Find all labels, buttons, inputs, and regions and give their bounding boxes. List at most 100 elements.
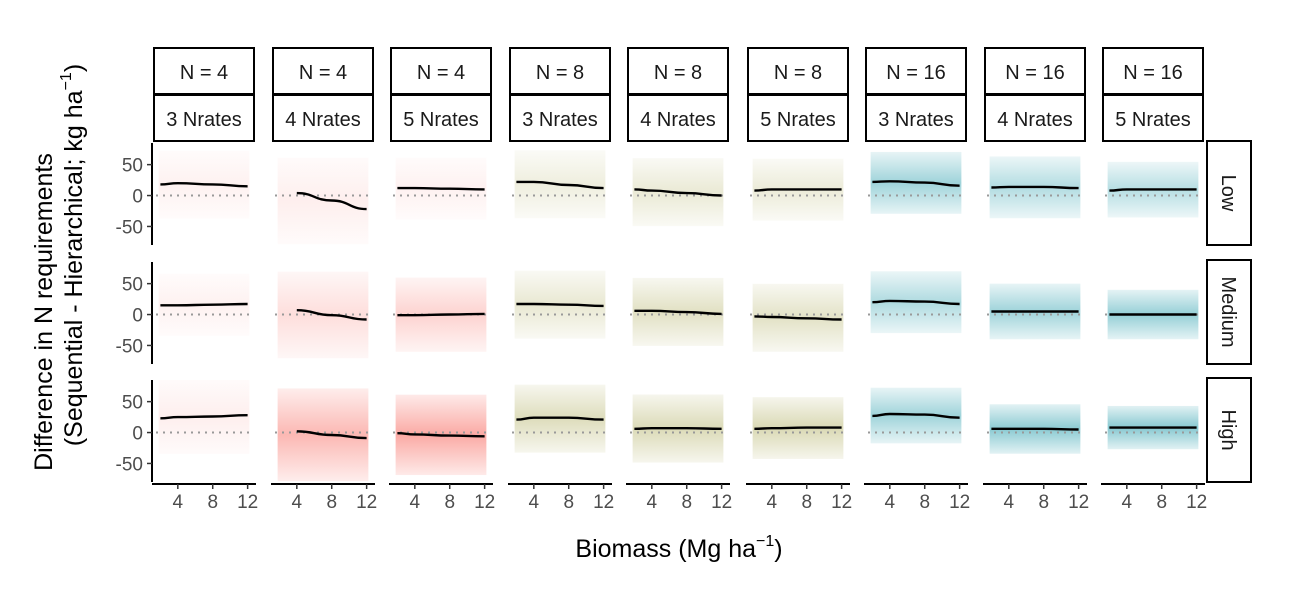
column-strip-rates xyxy=(1102,94,1204,142)
x-tick-label: 12 xyxy=(474,492,495,513)
x-tick-label: 4 xyxy=(1122,492,1133,513)
y-tick-label: 0 xyxy=(132,187,143,208)
column-strip-n-label: N = 8 xyxy=(774,62,822,84)
fitted-line xyxy=(160,181,248,188)
column-strip-rates xyxy=(272,94,374,142)
x-tick-label: 12 xyxy=(356,492,377,513)
y-axis-title-sup: −1 xyxy=(58,72,75,90)
x-tick-label: 12 xyxy=(1186,492,1207,513)
row-strip xyxy=(1206,259,1252,365)
fitted-line xyxy=(516,302,604,308)
column-strip-n-label: N = 8 xyxy=(536,62,584,84)
x-axis-title-sup: −1 xyxy=(756,533,774,550)
column-strip-rates-label: 3 Nrates xyxy=(878,109,954,131)
column-strip-rates xyxy=(509,94,611,142)
x-tick-label: 4 xyxy=(767,492,778,513)
fitted-line xyxy=(754,315,842,321)
column-strip-rates xyxy=(153,94,255,142)
x-axis-title: Biomass (Mg ha−1) xyxy=(575,533,782,563)
column-strip-rates-label: 4 Nrates xyxy=(640,109,716,131)
x-tick-label: 4 xyxy=(885,492,896,513)
chart-panels xyxy=(156,150,1201,482)
fitted-line xyxy=(634,309,722,316)
x-axes: 4 8 12 4 8 12 4 8 12 4 8 12 4 8 12 4 8 12 4 8 12 4 8 12 4 8 12 xyxy=(152,483,1207,513)
x-tick-label: 12 xyxy=(237,492,258,513)
x-axis-title-main: Biomass (Mg ha xyxy=(575,535,756,563)
y-tick-label: 50 xyxy=(122,393,143,414)
fitted-line xyxy=(397,186,485,191)
fitted-line xyxy=(397,312,485,317)
simulation-band xyxy=(277,157,369,245)
x-tick-label: 4 xyxy=(1004,492,1015,513)
x-tick-label: 8 xyxy=(919,492,930,513)
column-strip-n-label: N = 4 xyxy=(180,62,228,84)
y-axis-title-line1: Difference in N requirements xyxy=(30,153,58,471)
column-strip-rates xyxy=(627,94,729,142)
row-strip xyxy=(1206,377,1252,483)
column-strip-rates-label: 3 Nrates xyxy=(522,109,598,131)
x-tick-label: 8 xyxy=(681,492,692,513)
fitted-line xyxy=(634,188,722,197)
x-tick-label: 12 xyxy=(711,492,732,513)
fitted-line xyxy=(991,427,1079,431)
y-axes: 50 0 -50 50 0 -50 50 0 -50 xyxy=(116,143,153,482)
y-tick-label: -50 xyxy=(116,454,143,475)
y-axis-title-line2: (Sequential - Hierarchical; kg ha−1) xyxy=(58,64,88,446)
fitted-line xyxy=(1109,188,1197,192)
column-strip-rates xyxy=(747,94,849,142)
column-strip-rates-label: 3 Nrates xyxy=(166,109,242,131)
column-strip-n-label: N = 16 xyxy=(1005,62,1064,84)
x-tick-label: 8 xyxy=(207,492,218,513)
column-strip-n xyxy=(1102,47,1204,95)
column-strip-rates-label: 5 Nrates xyxy=(403,109,479,131)
row-strip-label: Medium xyxy=(1217,276,1239,347)
x-tick-label: 12 xyxy=(1068,492,1089,513)
fitted-line xyxy=(872,299,960,306)
column-strip-rates xyxy=(390,94,492,142)
y-tick-label: 0 xyxy=(132,306,143,327)
x-tick-label: 8 xyxy=(326,492,337,513)
x-tick-label: 8 xyxy=(444,492,455,513)
fitted-line xyxy=(516,416,604,421)
row-strips: Low Medium High xyxy=(1206,140,1252,483)
y-axis-title-line2-main: (Sequential - Hierarchical; kg ha xyxy=(60,90,88,446)
column-strip-rates-label: 4 Nrates xyxy=(285,109,361,131)
y-tick-label: 0 xyxy=(132,424,143,445)
column-strip-rates-label: 4 Nrates xyxy=(997,109,1073,131)
column-strip-n xyxy=(153,47,255,95)
x-tick-label: 4 xyxy=(292,492,303,513)
x-tick-label: 4 xyxy=(647,492,658,513)
x-tick-label: 4 xyxy=(529,492,540,513)
column-strip-n-label: N = 4 xyxy=(417,62,465,84)
column-strip-n-label: N = 4 xyxy=(299,62,347,84)
x-tick-label: 4 xyxy=(410,492,421,513)
column-strip-n-label: N = 8 xyxy=(654,62,702,84)
x-tick-label: 12 xyxy=(593,492,614,513)
x-tick-label: 8 xyxy=(563,492,574,513)
y-tick-label: 50 xyxy=(122,275,143,296)
y-axis-title-end: ) xyxy=(60,64,88,72)
fitted-line xyxy=(516,180,604,190)
x-tick-label: 8 xyxy=(1156,492,1167,513)
column-strip-rates-label: 5 Nrates xyxy=(1115,109,1191,131)
column-strips: N = 4 3 Nrates N = 4 4 Nrates N = 4 5 Nrates N… xyxy=(153,47,1204,142)
y-tick-label: -50 xyxy=(116,336,143,357)
fitted-line xyxy=(634,426,722,430)
fitted-line xyxy=(754,426,842,430)
x-tick-label: 4 xyxy=(173,492,184,513)
x-tick-label: 8 xyxy=(801,492,812,513)
x-tick-label: 12 xyxy=(949,492,970,513)
column-strip-n-label: N = 16 xyxy=(1123,62,1182,84)
fitted-line xyxy=(296,430,367,440)
column-strip-rates xyxy=(865,94,967,142)
x-axis-title-end: ) xyxy=(774,535,782,563)
fitted-line xyxy=(397,432,485,438)
column-strip-rates-label: 5 Nrates xyxy=(760,109,836,131)
column-strip-n xyxy=(747,47,849,95)
fitted-line xyxy=(872,412,960,419)
row-strip xyxy=(1206,140,1252,246)
row-strip-label: High xyxy=(1217,409,1239,450)
row-strip-label: Low xyxy=(1217,175,1239,212)
fitted-line xyxy=(296,191,367,211)
